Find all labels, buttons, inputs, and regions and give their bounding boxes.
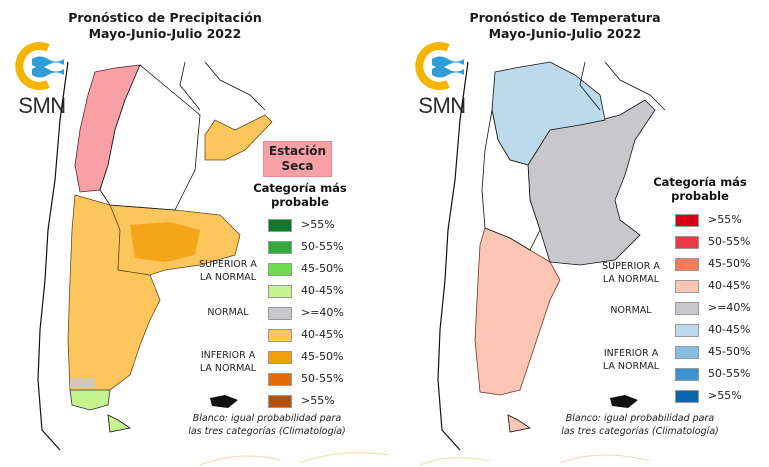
legend-label: 50-55% (301, 372, 344, 385)
category-above-line1: SUPERIOR A (199, 259, 257, 270)
chile-border (437, 61, 469, 451)
category-below-line1: INFERIOR A (200, 350, 256, 361)
temperature-category-normal: NORMAL (596, 304, 666, 317)
legend-swatch (268, 351, 292, 364)
region-patagonia-above-normal (474, 227, 561, 396)
legend-swatch (675, 302, 699, 315)
smn-logo-text: SMN (18, 93, 66, 118)
note-line2: las tres categorías (Climatología) (188, 425, 346, 437)
chile-border (37, 61, 69, 451)
legend-label: 50-55% (708, 367, 751, 380)
legend-label: 45-50% (301, 262, 344, 275)
legend-title-line1: Categoría más (653, 175, 747, 189)
temperature-legend-title: Categoría más probable (650, 175, 750, 203)
legend-label: 45-50% (708, 345, 751, 358)
region-southern-tip-above-normal (69, 389, 111, 411)
legend-label: 50-55% (301, 240, 344, 253)
note-line2: las tres categorías (Climatología) (561, 425, 719, 437)
smn-logo-text: SMN (418, 93, 466, 118)
legend-swatch (268, 263, 292, 276)
smn-logo: SMN (8, 40, 78, 120)
region-northeast-below-normal (204, 114, 273, 161)
legend-label: >55% (301, 394, 335, 407)
legend-label: >=40% (301, 306, 344, 319)
legend-swatch (675, 280, 699, 293)
legend-swatch (268, 329, 292, 342)
malvinas-islands (610, 395, 638, 408)
legend-swatch (675, 236, 699, 249)
legend-swatch (675, 346, 699, 359)
temperature-title-line1: Pronóstico de Temperatura (469, 10, 661, 25)
legend-label: 45-50% (301, 350, 344, 363)
dry-season-label: Estación Seca (263, 141, 332, 177)
legend-label: 40-45% (708, 323, 751, 336)
precipitation-category-below: INFERIOR A LA NORMAL (193, 349, 263, 375)
note-line1: Blanco: igual probabilidad para (565, 413, 715, 424)
legend-swatch (675, 390, 699, 403)
legend-swatch (675, 258, 699, 271)
legend-swatch (268, 395, 292, 408)
precipitation-legend-title: Categoría más probable (252, 181, 348, 209)
smn-logo: SMN (408, 40, 478, 120)
legend-label: 40-45% (708, 279, 751, 292)
temperature-panel: Pronóstico de Temperatura Mayo-Junio-Jul… (400, 0, 769, 467)
category-above-line2: LA NORMAL (602, 274, 660, 285)
legend-swatch (268, 285, 292, 298)
legend-swatch (268, 373, 292, 386)
legend-swatch (675, 368, 699, 381)
region-patagonia-normal-patch (70, 378, 95, 388)
region-tierra-del-fuego (507, 414, 532, 433)
legend-title-line2: probable (271, 195, 329, 209)
category-below-line2: LA NORMAL (602, 361, 660, 372)
smn-logo-icon (15, 42, 64, 90)
legend-label: 40-45% (301, 284, 344, 297)
malvinas-islands (210, 395, 238, 408)
dry-season-label-line1: Estación (268, 144, 327, 158)
precipitation-note: Blanco: igual probabilidad para las tres… (172, 413, 362, 438)
category-below-line1: INFERIOR A (603, 348, 659, 359)
precipitation-title-line1: Pronóstico de Precipitación (68, 10, 262, 25)
dry-season-label-line2: Seca (281, 159, 314, 173)
legend-swatch (675, 214, 699, 227)
precipitation-map (37, 61, 273, 451)
legend-label: >55% (708, 213, 742, 226)
neighbor-borders (179, 61, 266, 111)
legend-label: 45-50% (708, 257, 751, 270)
temperature-category-below: INFERIOR A LA NORMAL (596, 347, 666, 373)
precipitation-title-period: Mayo-Junio-Julio 2022 (88, 26, 242, 41)
category-normal-label: NORMAL (610, 305, 652, 316)
legend-swatch (268, 307, 292, 320)
temperature-category-above: SUPERIOR A LA NORMAL (596, 260, 666, 286)
note-line1: Blanco: igual probabilidad para (192, 413, 342, 424)
legend-label: 40-45% (301, 328, 344, 341)
legend-label: >55% (708, 389, 742, 402)
precipitation-category-normal: NORMAL (193, 306, 263, 319)
neighbor-borders (579, 61, 666, 111)
category-above-line1: SUPERIOR A (602, 261, 660, 272)
legend-swatch (268, 241, 292, 254)
category-below-line2: LA NORMAL (199, 363, 257, 374)
legend-label: >55% (301, 218, 335, 231)
legend-label: >=40% (708, 301, 751, 314)
temperature-note: Blanco: igual probabilidad para las tres… (545, 413, 735, 438)
legend-title-line1: Categoría más (253, 181, 347, 195)
category-normal-label: NORMAL (207, 307, 249, 318)
legend-swatch (268, 219, 292, 232)
region-west-center-climatology (481, 109, 541, 251)
temperature-map (437, 61, 666, 451)
region-tierra-del-fuego (107, 414, 132, 433)
precipitation-title: Pronóstico de Precipitación Mayo-Junio-J… (0, 10, 330, 42)
smn-logo-icon (415, 42, 464, 90)
precipitation-category-above: SUPERIOR A LA NORMAL (193, 258, 263, 284)
legend-swatch (675, 324, 699, 337)
temperature-title: Pronóstico de Temperatura Mayo-Junio-Jul… (400, 10, 730, 42)
legend-label: 50-55% (708, 235, 751, 248)
background-watermark (199, 452, 651, 466)
region-pampas-core-45-50 (130, 222, 200, 262)
legend-title-line2: probable (671, 189, 729, 203)
precipitation-panel: Pronóstico de Precipitación Mayo-Junio-J… (0, 10, 362, 451)
temperature-title-period: Mayo-Junio-Julio 2022 (488, 26, 642, 41)
region-center-climatology (99, 64, 201, 211)
category-above-line2: LA NORMAL (199, 272, 257, 283)
